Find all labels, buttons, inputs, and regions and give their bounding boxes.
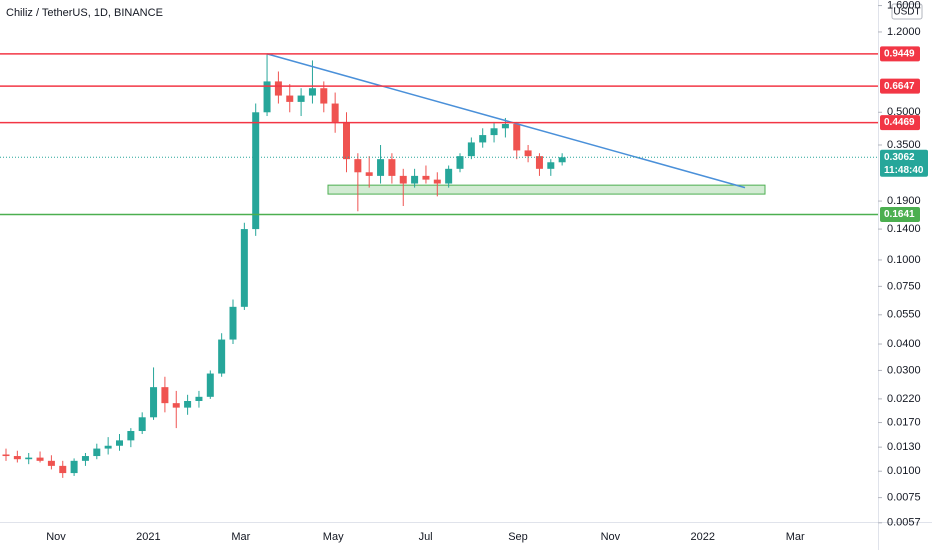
candle-body (490, 128, 498, 136)
y-tick-label: 0.0300 (887, 364, 921, 376)
x-tick-label: 2022 (691, 531, 715, 543)
y-tick-label: 0.0057 (887, 517, 921, 529)
y-tick-label: 0.0550 (887, 309, 921, 321)
y-tick-label: 0.1000 (887, 254, 921, 266)
level-label-box (880, 115, 920, 131)
candle-body (433, 179, 441, 184)
countdown-label: 11:48:40 (884, 165, 924, 176)
candle-body (331, 103, 339, 122)
y-tick-label: 0.1900 (887, 195, 921, 207)
currency-label[interactable]: USDT (893, 7, 920, 18)
chart-title: Chiliz / TetherUS, 1D, BINANCE (6, 7, 163, 19)
y-tick-label: 0.0750 (887, 280, 921, 292)
level-label: 0.6647 (884, 81, 915, 92)
candle-body (81, 456, 89, 461)
level-label: 0.1641 (884, 209, 915, 220)
candle-body (388, 159, 396, 176)
candle-body (263, 81, 271, 113)
y-tick-label: 0.0400 (887, 338, 921, 350)
x-tick-label: Jul (419, 531, 433, 543)
y-tick-label: 0.0100 (887, 465, 921, 477)
y-tick-label: 0.1400 (887, 223, 921, 235)
candle-body (206, 373, 214, 397)
last-price-label: 0.3062 (884, 152, 915, 163)
candle-body (127, 431, 135, 441)
candle-body (297, 95, 305, 102)
x-tick-label: Sep (508, 531, 528, 543)
level-label: 0.9449 (884, 49, 915, 60)
y-tick-label: 1.6000 (887, 0, 921, 11)
level-label: 0.4469 (884, 117, 915, 128)
y-tick-label: 0.3500 (887, 139, 921, 151)
candle-body (399, 175, 407, 184)
support-zone (327, 184, 766, 195)
candle-body (456, 156, 464, 169)
candle-body (422, 175, 430, 180)
x-tick-label: Nov (601, 531, 621, 543)
candle-body (70, 460, 78, 474)
candle-body (365, 172, 373, 176)
candle-body (467, 142, 475, 157)
candle-body (286, 95, 294, 102)
candle-body (411, 175, 419, 184)
candle-body (172, 403, 180, 408)
candle-body (13, 456, 21, 460)
candle-body (184, 400, 192, 408)
last-price-box (880, 149, 928, 177)
candle-body (252, 112, 260, 230)
trendline (266, 53, 746, 189)
candle-body (229, 306, 237, 340)
candle-body (36, 457, 44, 461)
candle-body (354, 159, 362, 173)
candle-body (445, 168, 453, 184)
x-tick-label: Nov (46, 531, 66, 543)
candle-body (93, 448, 101, 457)
x-tick-label: May (323, 531, 344, 543)
currency-box[interactable] (891, 3, 923, 20)
candle-body (535, 156, 543, 169)
candle-body (150, 387, 158, 418)
level-label-box (880, 207, 920, 223)
candle-body (218, 339, 226, 374)
candle-body (116, 440, 123, 446)
candle-body (138, 417, 146, 432)
y-tick-label: 0.0170 (887, 416, 921, 428)
candle-body (513, 124, 521, 151)
candle-body (161, 387, 169, 404)
level-label-box (880, 46, 920, 62)
candle-body (479, 135, 487, 143)
candle-body (2, 454, 10, 457)
level-label-box (880, 78, 920, 94)
candle-body (343, 121, 350, 160)
x-tick-label: Mar (786, 531, 805, 543)
candle-body (501, 124, 509, 129)
y-tick-label: 0.0130 (887, 441, 921, 453)
candle-body (104, 445, 112, 449)
candle-body (558, 157, 566, 163)
candle-body (274, 81, 282, 96)
candle-body (195, 396, 203, 401)
candle-body (308, 88, 316, 96)
candle-body (240, 229, 248, 307)
candle-body (47, 460, 55, 466)
x-tick-label: 2021 (136, 531, 160, 543)
candle-body (320, 88, 328, 104)
y-tick-label: 0.0075 (887, 492, 921, 504)
candle-body (524, 150, 532, 157)
candle-body (547, 162, 555, 169)
candle-body (59, 465, 67, 474)
candle-body (377, 159, 385, 176)
y-tick-label: 1.2000 (887, 26, 921, 38)
candle-body (25, 457, 33, 460)
y-tick-label: 0.0220 (887, 393, 921, 405)
x-tick-label: Mar (231, 531, 250, 543)
